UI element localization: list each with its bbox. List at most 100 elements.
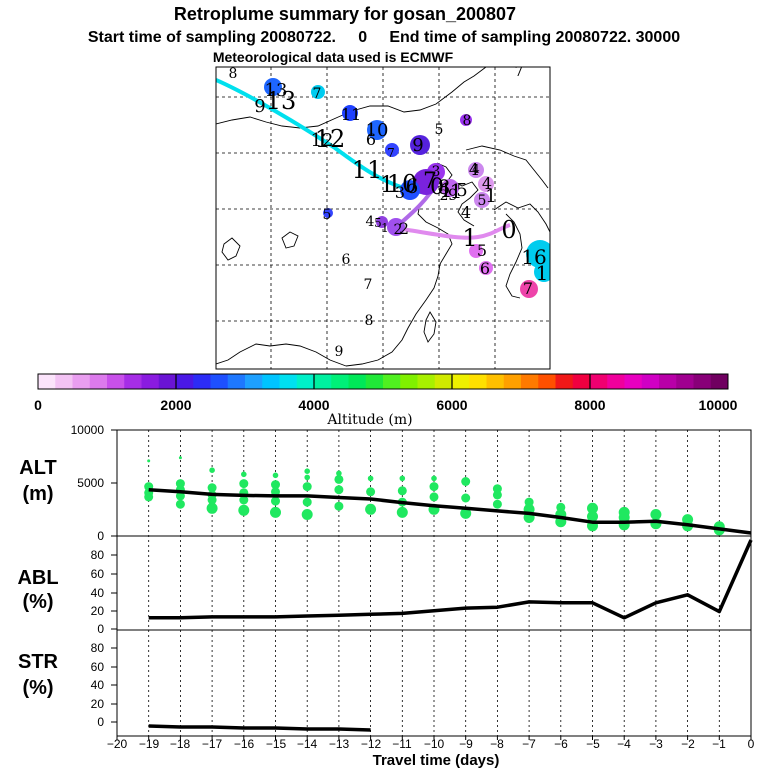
colorbar-cell bbox=[72, 374, 91, 389]
x-tick-label: −6 bbox=[554, 737, 568, 751]
map-label: 5 bbox=[323, 207, 332, 223]
x-tick-label: −15 bbox=[266, 737, 287, 751]
colorbar-frame bbox=[37, 373, 729, 390]
x-tick-label: −17 bbox=[202, 737, 223, 751]
alt-dot bbox=[429, 492, 439, 502]
alt-dot bbox=[396, 506, 408, 518]
alt-dot bbox=[399, 475, 406, 482]
colorbar-cell bbox=[590, 374, 608, 389]
colorbar-cell bbox=[486, 374, 505, 389]
colorbar-cell bbox=[227, 374, 246, 389]
map-label: 6 bbox=[406, 174, 419, 198]
alt-dot bbox=[397, 486, 407, 496]
colorbar-tick-label: 2000 bbox=[160, 397, 191, 413]
map-label: 7 bbox=[313, 86, 322, 102]
colorbar-cell bbox=[210, 374, 229, 389]
alt-dot bbox=[209, 467, 215, 474]
colorbar-cell bbox=[572, 374, 591, 389]
alt-dot bbox=[270, 506, 281, 518]
colorbar-cell bbox=[158, 374, 177, 389]
colorbar-cell bbox=[55, 374, 73, 389]
alt-dot bbox=[175, 499, 185, 509]
map-label: 2 bbox=[440, 188, 449, 204]
map-label: 6 bbox=[342, 252, 351, 268]
alt-dot bbox=[272, 472, 279, 479]
str-ytick-label: 20 bbox=[91, 697, 105, 711]
str-panel-label: STR bbox=[18, 651, 59, 673]
alt-dot bbox=[492, 499, 502, 509]
alt-dot bbox=[492, 490, 502, 500]
colorbar-cell bbox=[245, 374, 263, 389]
colorbar-cell bbox=[538, 374, 556, 389]
x-tick-label: −1 bbox=[712, 737, 726, 751]
alt-dot bbox=[206, 502, 218, 514]
colorbar-tick-label: 8000 bbox=[574, 397, 605, 413]
map-label: 11 bbox=[352, 156, 383, 184]
alt-dot bbox=[178, 456, 182, 460]
alt-dot bbox=[241, 471, 247, 478]
x-tick-label: −16 bbox=[234, 737, 255, 751]
alt-dot bbox=[147, 459, 151, 463]
colorbar-cell bbox=[641, 374, 660, 389]
map-label: 4 bbox=[461, 203, 471, 222]
str-series-line bbox=[148, 724, 371, 732]
alt-dot bbox=[587, 502, 598, 514]
map-label: 0 bbox=[430, 175, 444, 200]
alt-dot bbox=[144, 492, 154, 502]
alt-series-line bbox=[148, 487, 752, 535]
abl-ytick-label: 20 bbox=[91, 604, 105, 618]
colorbar-cell bbox=[124, 374, 142, 389]
map-label: 4 bbox=[469, 160, 479, 179]
alt-dot bbox=[587, 511, 598, 522]
map-label: 2 bbox=[399, 219, 409, 238]
colorbar-ticks bbox=[175, 374, 591, 389]
colorbar-cell bbox=[659, 374, 677, 389]
alt-panel-label: ALT bbox=[19, 457, 56, 479]
map-area: 0 1 2 3 4 5 6 7 8 9 10 11 12 13 1 2 3 4 … bbox=[215, 66, 551, 370]
panels: ALT (m) 10000 5000 0 ABL (%) 80 60 40 20… bbox=[17, 423, 754, 768]
alt-dot bbox=[301, 509, 313, 520]
alt-dot bbox=[238, 504, 250, 516]
str-ytick-label: 60 bbox=[91, 660, 105, 674]
colorbar-cell bbox=[296, 374, 315, 389]
alt-dot bbox=[271, 487, 280, 497]
colorbar-cell bbox=[400, 374, 418, 389]
map-label: 16 bbox=[521, 245, 546, 269]
map-label: 7 bbox=[523, 279, 533, 298]
plume-clusters bbox=[264, 78, 550, 298]
map-label: 1 bbox=[450, 179, 463, 203]
alt-dot bbox=[271, 480, 280, 490]
map-label: 7 bbox=[364, 277, 373, 293]
x-tick-label: −12 bbox=[361, 737, 382, 751]
map-label: 3 bbox=[395, 183, 405, 202]
alt-dot bbox=[271, 496, 280, 506]
alt-dot bbox=[365, 503, 377, 515]
colorbar-cell bbox=[624, 374, 643, 389]
alt-dot bbox=[302, 497, 312, 507]
colorbar-cell bbox=[693, 374, 712, 389]
x-tick-label: −7 bbox=[522, 737, 536, 751]
x-tick-label: −3 bbox=[649, 737, 663, 751]
alt-dot bbox=[304, 474, 311, 481]
map-label: 8 bbox=[438, 175, 451, 199]
colorbar-cell bbox=[38, 374, 56, 389]
map-label: 11 bbox=[341, 105, 361, 124]
x-tick-label: −19 bbox=[139, 737, 160, 751]
colorbar-cell bbox=[314, 374, 332, 389]
x-tick-label: −11 bbox=[392, 737, 412, 751]
colorbar-cell bbox=[710, 374, 729, 389]
colorbar-cell bbox=[452, 374, 470, 389]
alt-dot bbox=[492, 484, 502, 494]
colorbar-cell bbox=[176, 374, 194, 389]
map-frame bbox=[215, 66, 551, 370]
alt-dot bbox=[650, 509, 662, 520]
str-ytick-label: 40 bbox=[91, 678, 105, 692]
alt-dot bbox=[336, 470, 342, 477]
colorbar: 0 2000 4000 6000 8000 10000 Altitude (m) bbox=[34, 373, 738, 428]
x-axis-title: Travel time (days) bbox=[373, 752, 500, 768]
colorbar-tick-label: 4000 bbox=[298, 397, 329, 413]
map-label: 12 bbox=[311, 130, 334, 151]
x-tick-label: −5 bbox=[586, 737, 600, 751]
map-label: 9 bbox=[448, 185, 458, 204]
map-label: 4 bbox=[482, 174, 492, 193]
